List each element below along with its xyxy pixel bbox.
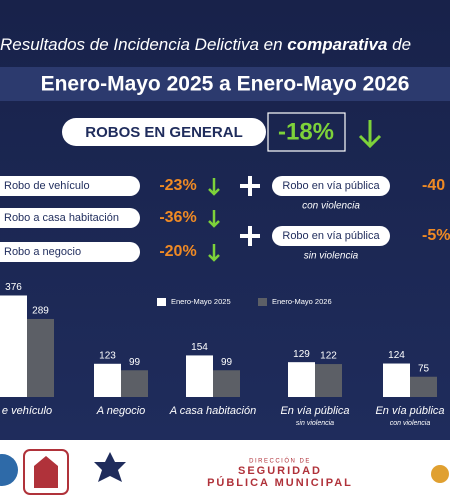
value-label: 376 (5, 282, 22, 293)
category-note: con violencia (390, 420, 431, 427)
title-part: de (387, 35, 411, 54)
item-note: sin violencia (304, 251, 359, 262)
down-arrow (208, 178, 220, 196)
footer-line: PÚBLICA MUNICIPAL (207, 476, 353, 489)
logo (34, 456, 58, 488)
items: Robo de vehículo -23% Robo a casa habitaci… (0, 176, 450, 262)
item-pill (0, 242, 140, 262)
footer-background (0, 440, 450, 500)
bar (121, 370, 148, 397)
summary-box (267, 112, 346, 152)
value-label: 75 (418, 363, 430, 374)
bar (0, 295, 27, 397)
title-emphasis: comparativa (287, 35, 387, 54)
plus-icon (240, 226, 260, 246)
item-pill (272, 176, 390, 196)
bar (315, 364, 342, 397)
logo (0, 454, 18, 486)
bar (410, 376, 437, 397)
bar (383, 363, 410, 397)
title: Resultados de Incidencia Delictiva en co… (0, 35, 411, 54)
value-label: 129 (293, 349, 310, 360)
legend-swatch (157, 298, 166, 306)
item-change: -23% (159, 177, 196, 194)
item-label: Robo en vía pública (282, 230, 380, 242)
footer-logos (0, 449, 449, 495)
bar (213, 370, 240, 397)
item-pill (0, 208, 140, 228)
summary-change: -18% (278, 118, 334, 145)
bar (186, 355, 213, 397)
summary-pill (62, 118, 266, 146)
category-label: e vehículo (2, 405, 52, 417)
item-pill (0, 176, 140, 196)
category-label: A casa habitación (169, 405, 256, 417)
item-pill (272, 226, 390, 246)
legend-label: Enero-Mayo 2025 (171, 297, 231, 306)
bar (27, 318, 54, 397)
item-change: -40 (422, 177, 445, 194)
category-label: En vía pública (375, 405, 444, 417)
bar (288, 362, 315, 397)
item-label: Robo a casa habitación (4, 212, 119, 224)
item-change: -36% (159, 209, 196, 226)
legend-swatch (258, 298, 267, 306)
value-label: 122 (320, 351, 337, 362)
value-label: 154 (191, 342, 208, 353)
item-change: -5% (422, 227, 450, 244)
down-arrow (208, 244, 220, 262)
logo (23, 449, 69, 495)
value-label: 99 (221, 357, 233, 368)
social-icon (431, 465, 449, 483)
period-band (0, 67, 450, 101)
footer-line: SEGURIDAD (238, 465, 322, 477)
value-label: 289 (32, 306, 49, 317)
category-label: A negocio (96, 405, 146, 417)
category-note: sin violencia (296, 420, 334, 427)
title-part: Resultados de Incidencia Delictiva en (0, 35, 287, 54)
value-label: 124 (388, 350, 405, 361)
plus-icon (240, 176, 260, 196)
item-label: Robo de vehículo (4, 180, 90, 192)
down-arrow (208, 210, 220, 228)
item-change: -20% (159, 243, 196, 260)
logo (94, 452, 126, 482)
item-label: Robo en vía pública (282, 180, 380, 192)
bar (94, 363, 121, 397)
value-label: 123 (99, 350, 116, 361)
item-note: con violencia (302, 201, 360, 212)
bar-chart: Enero-Mayo 2025 376 123 154 129 124 Enero-Mayo… (0, 282, 445, 427)
legend-label: Enero-Mayo 2026 (272, 297, 332, 306)
summary-label: ROBOS EN GENERAL (85, 124, 243, 141)
period: Enero-Mayo 2025 a Enero-Mayo 2026 (41, 73, 410, 96)
footer-line: DIRECCIÓN DE (249, 458, 311, 465)
down-arrow (358, 120, 382, 149)
value-label: 99 (129, 357, 141, 368)
category-label: En vía pública (280, 405, 349, 417)
item-label: Robo a negocio (4, 246, 81, 258)
